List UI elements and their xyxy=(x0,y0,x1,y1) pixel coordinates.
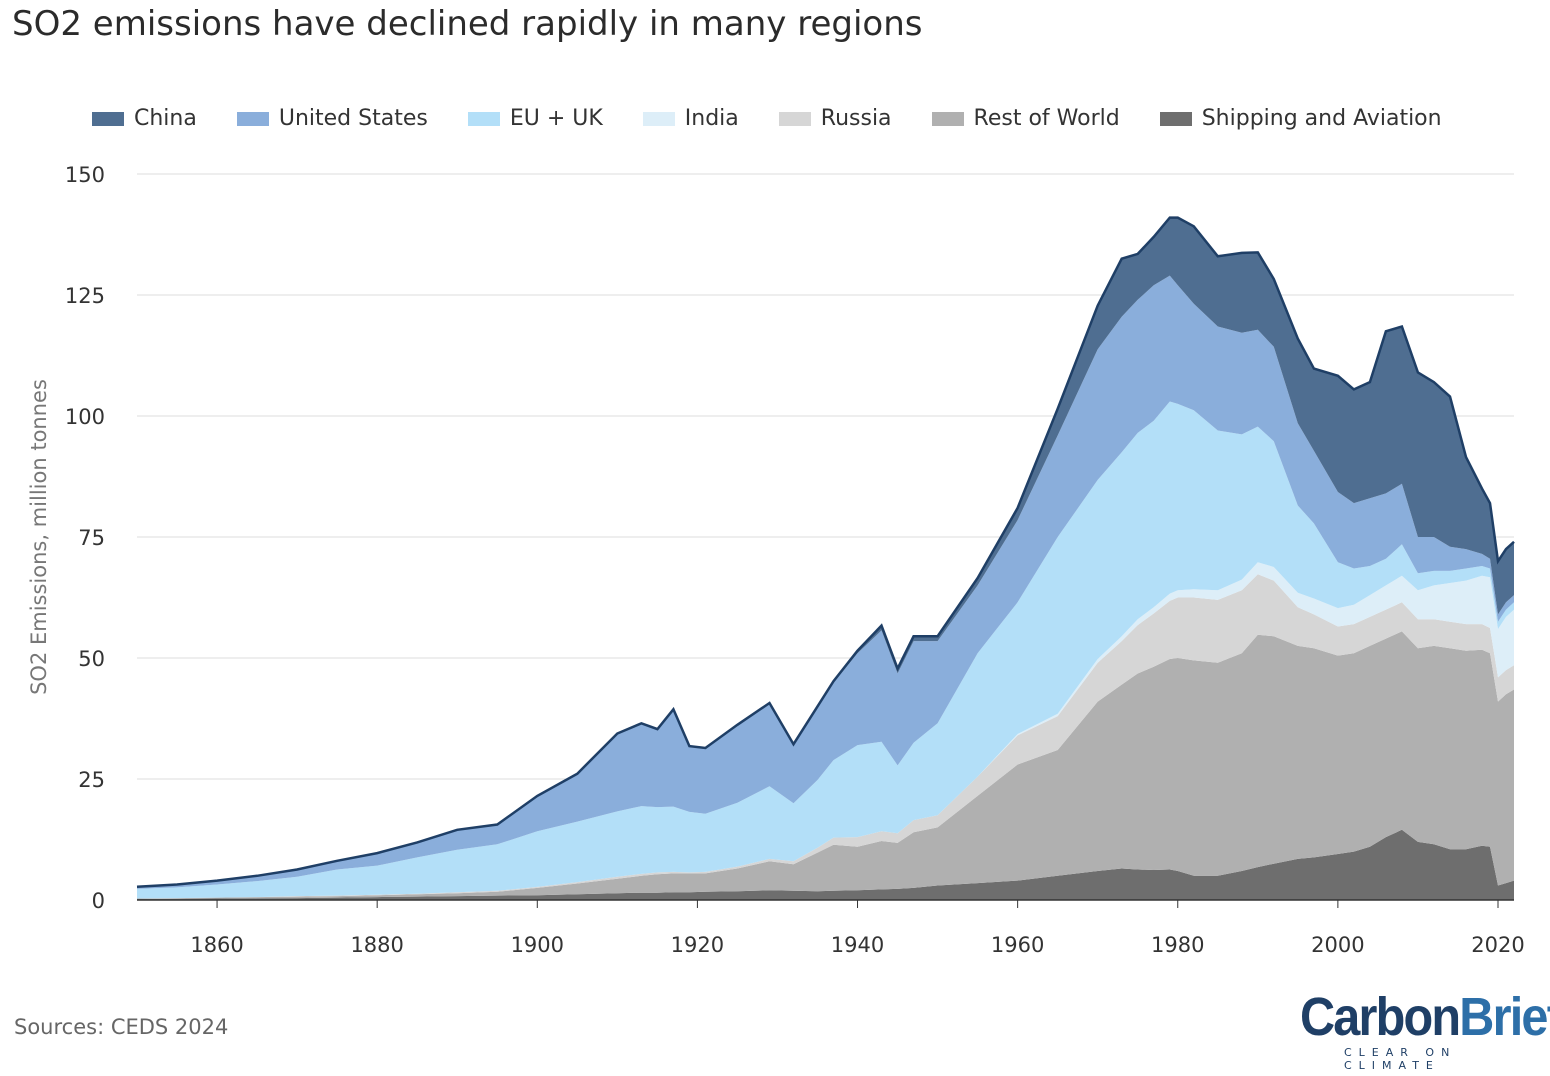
legend-item: United States xyxy=(236,106,428,131)
y-tick-label: 150 xyxy=(65,163,105,187)
legend-swatch xyxy=(92,111,124,126)
legend-label: EU + UK xyxy=(509,106,603,131)
legend-swatch xyxy=(778,111,811,126)
x-tick-label: 2000 xyxy=(1311,933,1364,957)
x-tick-label: 1900 xyxy=(511,933,564,957)
legend-item: Shipping and Aviation xyxy=(1159,106,1442,131)
chart-area: 0 25 50 75 100 125 150 1860 1880 1900 1920 1940 1960… xyxy=(27,163,1525,957)
legend-label: Russia xyxy=(820,106,892,131)
legend-swatch xyxy=(1159,111,1192,126)
legend-item: Russia xyxy=(778,106,892,131)
legend-item: EU + UK xyxy=(467,106,603,131)
area-united-states xyxy=(137,275,1514,889)
carbon-brief-logo: CarbonBrief CLEAR ON CLIMATE xyxy=(1300,987,1550,1072)
y-tick-label: 25 xyxy=(78,768,105,792)
legend-label: Shipping and Aviation xyxy=(1201,106,1442,131)
y-tick-label: 100 xyxy=(65,405,105,429)
legend-label: India xyxy=(684,106,739,131)
y-tick-label: 125 xyxy=(65,284,105,308)
chart-title: SO2 emissions have declined rapidly in m… xyxy=(12,4,923,44)
source-note: Sources: CEDS 2024 xyxy=(14,1015,229,1039)
legend-swatch xyxy=(642,111,675,126)
y-tick-label: 0 xyxy=(92,889,105,913)
area-shipping-and-aviation xyxy=(137,829,1514,900)
x-tick-label: 1880 xyxy=(350,933,403,957)
y-axis-label: SO2 Emissions, million tonnes xyxy=(27,379,51,695)
legend-label: China xyxy=(134,106,197,131)
legend-swatch xyxy=(467,111,500,126)
x-tick-label: 1940 xyxy=(831,933,884,957)
legend: China United States EU + UK India Russia Rest… xyxy=(92,106,1482,131)
x-tick-label: 2020 xyxy=(1471,933,1524,957)
y-tick-label: 75 xyxy=(78,526,105,550)
legend-item: Rest of World xyxy=(931,106,1120,131)
legend-swatch xyxy=(931,111,964,126)
logo-brief: Brief xyxy=(1459,987,1550,1047)
area-eu-uk xyxy=(137,401,1514,899)
legend-swatch xyxy=(236,111,269,126)
total-outline xyxy=(136,216,1515,888)
y-tick-label: 50 xyxy=(78,647,105,671)
area-india xyxy=(137,562,1514,899)
x-tick-label: 1860 xyxy=(190,933,243,957)
legend-item: China xyxy=(92,106,197,131)
legend-label: Rest of World xyxy=(973,106,1120,131)
x-tick-label: 1920 xyxy=(671,933,724,957)
logo-carbon: Carbon xyxy=(1300,987,1461,1047)
legend-item: India xyxy=(642,106,739,131)
x-tick-label: 1960 xyxy=(991,933,1044,957)
area-russia xyxy=(137,574,1514,899)
legend-label: United States xyxy=(278,106,428,131)
x-tick-label: 1980 xyxy=(1151,933,1204,957)
logo-tagline: CLEAR ON CLIMATE xyxy=(1344,1046,1457,1072)
area-rest-of-world xyxy=(137,631,1514,899)
